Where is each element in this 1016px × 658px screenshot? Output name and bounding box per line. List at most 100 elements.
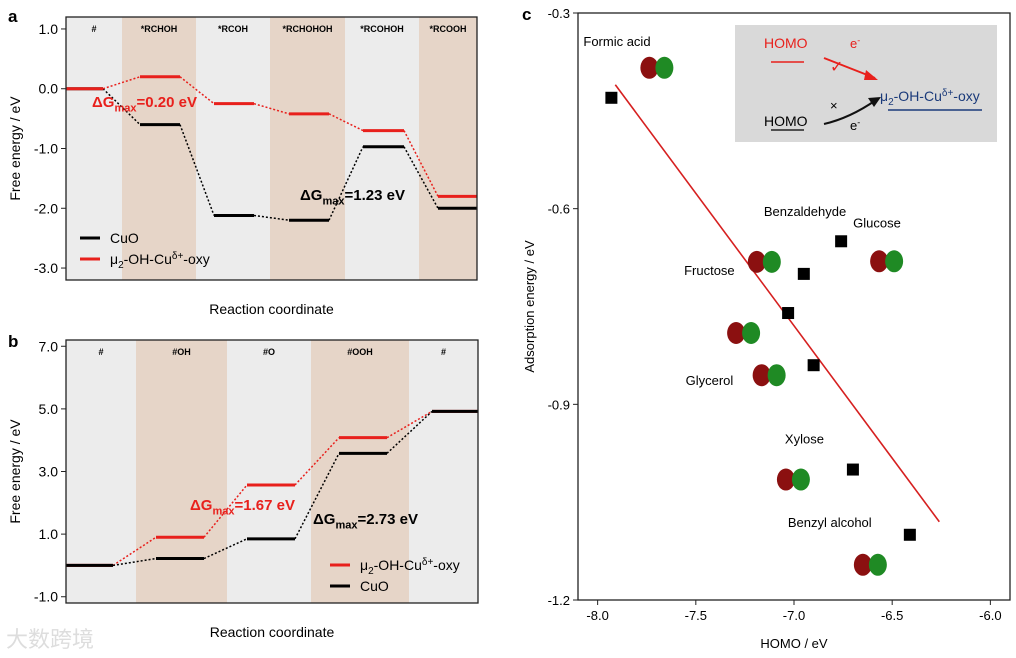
x-tick-label: -6.0 — [979, 608, 1001, 623]
band-2 — [227, 340, 311, 603]
y-axis-label: Adsorption energy / eV — [522, 240, 537, 373]
y-tick-label: 3.0 — [39, 464, 59, 480]
orbital-icon — [870, 250, 904, 273]
delta-g-annotation: ΔGmax=1.67 eV — [190, 497, 295, 518]
series-oxy — [66, 75, 477, 198]
connector — [294, 452, 340, 540]
orbital-lobe-green — [655, 56, 674, 79]
orbital-lobe-green — [868, 553, 887, 576]
category-label: #O — [263, 347, 275, 357]
category-label: # — [91, 24, 96, 34]
band-2 — [196, 17, 270, 280]
x-tick-label: -6.5 — [881, 608, 903, 623]
y-tick-label: 1.0 — [39, 526, 59, 542]
data-point — [835, 235, 848, 248]
y-axis-label: Free energy / eV — [7, 96, 23, 201]
y-tick-label: 1.0 — [39, 21, 59, 37]
connector — [253, 214, 290, 221]
y-tick-label: -0.3 — [548, 6, 570, 21]
band-0 — [66, 17, 122, 280]
connector — [102, 88, 141, 126]
point-label: Benzyl alcohol — [788, 515, 872, 530]
arrow-head-red — [864, 70, 878, 80]
delta-g-annotation: ΔGmax=2.73 eV — [313, 511, 418, 532]
category-label: *RCHOH — [141, 24, 178, 34]
orbital-lobe-green — [762, 250, 781, 273]
connector — [179, 76, 215, 105]
legend-label: CuO — [360, 578, 389, 594]
point-label: Glucose — [853, 215, 901, 230]
connector — [403, 130, 439, 197]
x-tick-label: -8.0 — [586, 608, 608, 623]
category-label: # — [98, 347, 103, 357]
series-cuo — [66, 409, 478, 567]
point-label: Fructose — [684, 263, 735, 278]
orbital-lobe-red — [752, 364, 771, 387]
band-5 — [419, 17, 477, 280]
catalyst-label: μ2-OH-Cuδ+-oxy — [880, 88, 980, 108]
homo-black-label: HOMO — [764, 113, 808, 129]
orbital-icon — [752, 364, 786, 387]
category-label: *RCOH — [218, 24, 248, 34]
orbital-lobe-red — [870, 250, 889, 273]
y-tick-label: -1.0 — [34, 141, 58, 157]
category-label: # — [441, 347, 446, 357]
y-tick-label: -0.6 — [548, 202, 570, 217]
category-label: *RCOHOH — [360, 24, 404, 34]
y-tick-label: -1.0 — [34, 589, 58, 605]
fit-line — [614, 84, 940, 523]
cross-icon: × — [830, 98, 838, 113]
orbital-lobe-red — [640, 56, 659, 79]
legend-label: μ2-OH-Cuδ+-oxy — [360, 557, 460, 577]
connector — [386, 410, 433, 439]
orbital-lobe-red — [853, 553, 872, 576]
panel-label: c — [522, 5, 531, 24]
connector — [328, 146, 364, 221]
watermark: 大数跨境 — [6, 628, 95, 653]
band-0 — [66, 340, 136, 603]
x-axis-label: HOMO / eV — [760, 636, 828, 651]
legend-label: CuO — [110, 230, 139, 246]
electron-label: e- — [850, 117, 860, 133]
y-tick-label: 0.0 — [39, 81, 59, 97]
band-4 — [345, 17, 419, 280]
inset-box — [735, 25, 997, 142]
connector — [203, 484, 248, 538]
y-tick-label: 5.0 — [39, 401, 59, 417]
orbital-lobe-green — [791, 468, 810, 491]
y-tick-label: -0.9 — [548, 397, 570, 412]
x-axis-label: Reaction coordinate — [210, 624, 335, 640]
x-tick-label: -7.0 — [783, 608, 805, 623]
orbital-lobe-red — [727, 322, 746, 345]
data-point — [605, 91, 618, 104]
arrow-head-black — [868, 97, 881, 107]
band-3 — [270, 17, 345, 280]
delta-g-annotation: ΔGmax=0.20 eV — [92, 94, 197, 115]
series-cuo — [66, 87, 477, 222]
data-point — [846, 463, 859, 476]
orbital-lobe-green — [767, 364, 786, 387]
orbital-lobe-red — [776, 468, 795, 491]
legend-label: μ2-OH-Cuδ+-oxy — [110, 251, 210, 271]
point-label: Formic acid — [583, 34, 650, 49]
panel-label: b — [8, 332, 18, 351]
x-tick-label: -7.5 — [685, 608, 707, 623]
y-axis-label: Free energy / eV — [7, 419, 23, 524]
orbital-icon — [776, 468, 810, 491]
connector — [179, 124, 215, 216]
orbital-icon — [640, 56, 674, 79]
band-4 — [409, 340, 478, 603]
data-point — [807, 359, 820, 372]
x-axis-label: Reaction coordinate — [209, 301, 334, 317]
delta-g-annotation: ΔGmax=1.23 eV — [300, 187, 405, 208]
y-tick-label: -2.0 — [34, 200, 58, 216]
category-label: *RCHOHOH — [282, 24, 332, 34]
data-point — [797, 267, 810, 280]
y-tick-label: -1.2 — [548, 593, 570, 608]
category-label: #OH — [172, 347, 191, 357]
check-icon: ✓ — [830, 59, 843, 76]
category-label: #OOH — [347, 347, 373, 357]
orbital-icon — [853, 553, 887, 576]
